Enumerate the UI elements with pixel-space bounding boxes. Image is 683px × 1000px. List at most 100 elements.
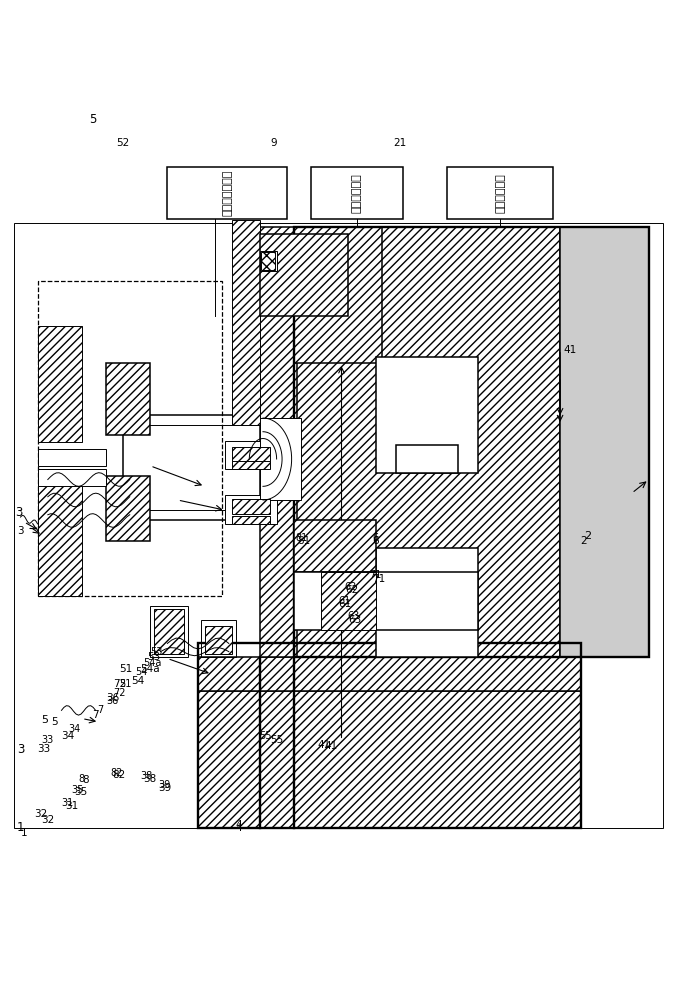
Bar	[150, 606, 188, 657]
Text: 燕液供给装置: 燕液供给装置	[495, 173, 505, 213]
Bar	[232, 499, 270, 514]
Text: 36: 36	[106, 696, 118, 706]
Bar	[294, 227, 560, 657]
Text: 62: 62	[344, 582, 357, 592]
Text: 33: 33	[41, 735, 53, 745]
Bar	[294, 227, 382, 363]
Text: 5: 5	[41, 715, 48, 725]
Text: 52: 52	[117, 138, 130, 148]
Bar	[232, 510, 260, 520]
Bar	[232, 447, 270, 462]
Bar	[205, 626, 232, 654]
Text: 6: 6	[372, 536, 379, 546]
Text: 7: 7	[92, 710, 99, 720]
Bar	[154, 609, 184, 654]
Text: 51: 51	[120, 679, 132, 689]
Bar	[225, 495, 277, 524]
Text: 53: 53	[147, 652, 160, 662]
Text: 31: 31	[61, 798, 74, 808]
Text: 51: 51	[120, 664, 133, 674]
Text: 38: 38	[140, 771, 152, 781]
Bar	[560, 227, 649, 657]
Bar	[106, 363, 150, 435]
Bar	[260, 234, 348, 316]
Text: 6: 6	[372, 533, 378, 543]
Text: 35: 35	[74, 787, 87, 797]
Text: 21: 21	[393, 138, 406, 148]
Text: 55: 55	[260, 731, 272, 741]
Text: 3: 3	[15, 506, 23, 519]
Text: 34: 34	[61, 731, 74, 741]
Text: 63: 63	[347, 611, 359, 621]
Bar	[198, 691, 581, 828]
Bar	[260, 227, 297, 657]
Bar	[321, 572, 376, 630]
Text: 35: 35	[72, 785, 84, 795]
Text: 54a: 54a	[143, 658, 162, 668]
Bar	[260, 418, 301, 500]
Text: 61: 61	[338, 596, 350, 606]
Bar	[38, 449, 106, 466]
Bar	[294, 227, 649, 657]
Text: 3: 3	[17, 526, 24, 536]
Bar	[376, 548, 478, 657]
Text: 32: 32	[34, 809, 47, 819]
Text: 54: 54	[131, 676, 144, 686]
Text: 71: 71	[372, 574, 385, 584]
Bar	[396, 445, 458, 473]
Text: 5: 5	[51, 717, 58, 727]
Text: 浇口冷却装置: 浇口冷却装置	[352, 173, 362, 213]
Text: 54a: 54a	[140, 664, 160, 674]
Bar	[261, 252, 275, 270]
Text: 72: 72	[113, 679, 126, 689]
Bar	[38, 281, 222, 596]
Text: 34: 34	[68, 724, 81, 734]
Text: 82: 82	[113, 770, 126, 780]
Text: 8: 8	[82, 775, 89, 785]
Bar	[225, 441, 277, 469]
Text: 32: 32	[41, 815, 54, 825]
Bar	[198, 643, 581, 828]
Text: 9: 9	[270, 138, 277, 148]
Bar	[232, 461, 270, 469]
Text: 61: 61	[338, 599, 351, 609]
Bar	[14, 223, 663, 828]
Bar	[232, 220, 260, 425]
Bar	[38, 326, 82, 442]
Text: 1: 1	[20, 828, 27, 838]
Bar	[198, 657, 581, 691]
Bar	[447, 167, 553, 219]
Text: 63: 63	[348, 615, 361, 625]
Text: 39: 39	[158, 783, 171, 793]
Text: 82: 82	[111, 768, 123, 778]
Text: 39: 39	[158, 780, 171, 790]
Text: 54: 54	[135, 667, 148, 677]
Text: 72: 72	[113, 688, 125, 698]
Text: 38: 38	[143, 774, 156, 784]
Bar	[201, 620, 236, 657]
Text: 41: 41	[324, 741, 337, 751]
Text: 33: 33	[38, 744, 51, 754]
Text: 81: 81	[295, 533, 307, 543]
Text: 55: 55	[270, 735, 283, 745]
Bar	[232, 516, 270, 524]
Bar	[38, 469, 106, 486]
Bar	[106, 476, 150, 541]
Text: 1: 1	[17, 821, 25, 834]
Text: 3: 3	[17, 743, 25, 756]
Text: 2: 2	[584, 531, 591, 541]
Text: 62: 62	[345, 585, 358, 595]
Text: 36: 36	[106, 693, 119, 703]
Text: 7: 7	[97, 705, 103, 715]
Text: 41: 41	[563, 345, 576, 355]
Bar	[167, 167, 287, 219]
Text: 81: 81	[297, 536, 310, 546]
Text: 71: 71	[369, 570, 381, 580]
Text: 2: 2	[581, 536, 587, 546]
Bar	[294, 572, 478, 630]
Text: 41: 41	[318, 740, 331, 750]
Bar	[38, 469, 82, 596]
Text: 53: 53	[150, 647, 163, 657]
Bar	[376, 357, 478, 473]
Text: 4: 4	[236, 820, 242, 830]
